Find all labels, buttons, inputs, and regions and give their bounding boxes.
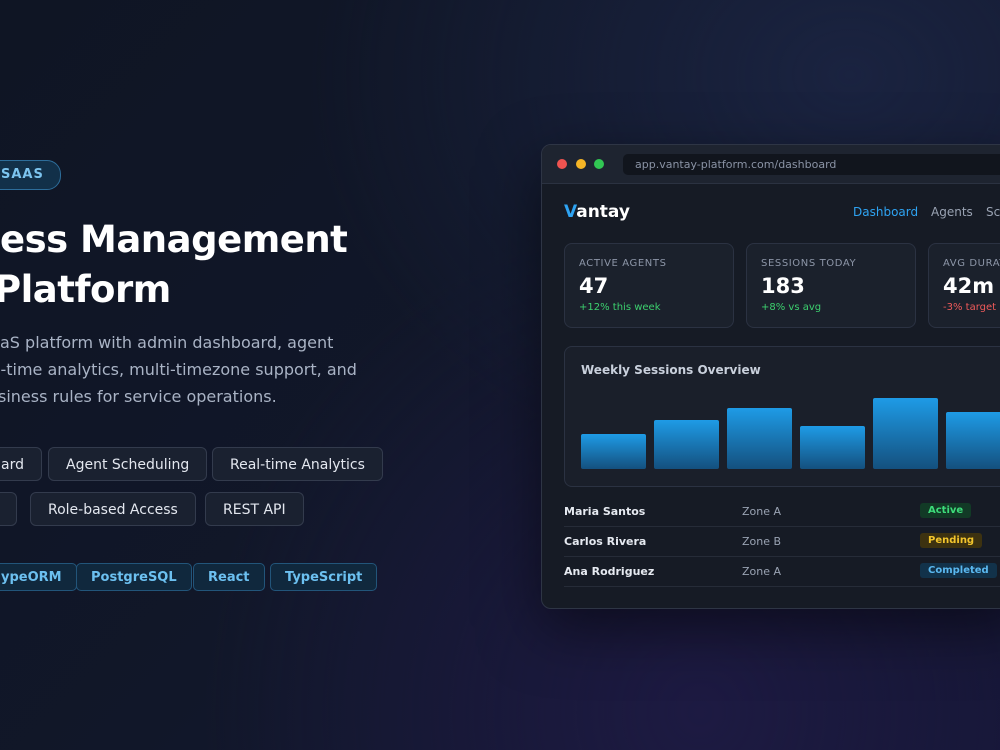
stat-card: SESSIONS TODAY 183 +8% vs avg <box>746 243 916 328</box>
hero-title: ess Management <box>0 218 348 261</box>
stat-label: AVG DURAT <box>943 258 1000 269</box>
bar <box>654 420 719 469</box>
row-separator <box>564 526 1000 527</box>
tech-tag: ypeORM <box>0 563 77 591</box>
bar <box>800 426 865 469</box>
stat-delta: +8% vs avg <box>761 302 822 313</box>
tech-tag: TypeScript <box>270 563 378 591</box>
tech-tag: PostgreSQL <box>76 563 192 591</box>
row-name: Ana Rodriguez <box>564 565 655 578</box>
hero-description: aS platform with admin dashboard, agent <box>0 333 334 352</box>
hero-description: siness rules for service operations. <box>0 387 277 406</box>
bar <box>727 408 792 469</box>
minimize-dot <box>576 159 586 169</box>
nav-link: Agents <box>931 205 973 219</box>
status-pill: Completed <box>920 563 997 578</box>
hero-title: Platform <box>0 268 171 311</box>
stat-value: 47 <box>579 274 609 298</box>
row-zone: Zone B <box>742 535 782 548</box>
status-pill: Active <box>920 503 972 518</box>
stat-card: AVG DURAT 42m -3% target <box>928 243 1000 328</box>
bar <box>873 398 938 469</box>
hero-description: l-time analytics, multi-timezone support… <box>0 360 357 379</box>
row-name: Maria Santos <box>564 505 646 518</box>
row-separator <box>564 556 1000 557</box>
status-pill: Pending <box>920 533 983 548</box>
feature-chip: REST API <box>205 492 304 526</box>
badge: SAAS <box>0 160 61 190</box>
feature-chip: ard <box>0 447 42 481</box>
feature-chip: Real-time Analytics <box>212 447 383 481</box>
close-dot <box>557 159 567 169</box>
stat-value: 183 <box>761 274 805 298</box>
row-zone: Zone A <box>742 565 782 578</box>
chart-title: Weekly Sessions Overview <box>581 363 761 377</box>
stat-delta: -3% target <box>943 302 997 313</box>
feature-chip: Role-based Access <box>30 492 196 526</box>
nav-link: Dashboard <box>853 205 919 219</box>
tech-tag: React <box>193 563 265 591</box>
row-name: Carlos Rivera <box>564 535 647 548</box>
row-zone: Zone A <box>742 505 782 518</box>
brand: Vantay <box>564 202 630 222</box>
stat-delta: +12% this week <box>579 302 661 313</box>
stat-card: ACTIVE AGENTS 47 +12% this week <box>564 243 734 328</box>
stat-value: 42m <box>943 274 995 298</box>
chart-panel: Weekly Sessions Overview <box>564 346 1000 487</box>
bar <box>581 434 646 469</box>
row-separator <box>564 586 1000 587</box>
bar <box>946 412 1000 469</box>
title-bar: app.vantay-platform.com/dashboard <box>542 145 1000 184</box>
zoom-dot <box>594 159 604 169</box>
stat-label: SESSIONS TODAY <box>761 258 857 269</box>
url-bar: app.vantay-platform.com/dashboard <box>623 154 1000 175</box>
brand-initial: V <box>564 202 577 222</box>
stat-label: ACTIVE AGENTS <box>579 258 667 269</box>
browser-window: app.vantay-platform.com/dashboard Vantay… <box>541 144 1000 609</box>
feature-chip <box>0 492 17 526</box>
feature-chip: Agent Scheduling <box>48 447 208 481</box>
chart <box>581 398 1000 469</box>
nav-link: Sc <box>986 205 1000 219</box>
brand-rest: antay <box>576 202 630 222</box>
